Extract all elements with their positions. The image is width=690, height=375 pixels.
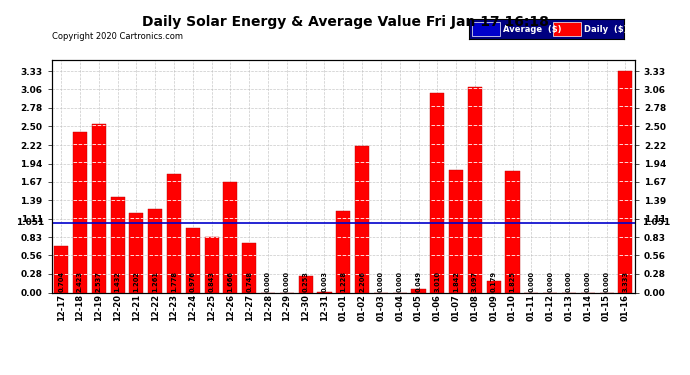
Text: 0.000: 0.000 xyxy=(547,271,553,292)
Bar xyxy=(54,246,68,292)
Text: 0.000: 0.000 xyxy=(284,271,290,292)
Bar xyxy=(73,132,87,292)
Text: 0.000: 0.000 xyxy=(265,271,271,292)
Text: Daily  ($): Daily ($) xyxy=(584,25,628,34)
Bar xyxy=(299,276,313,292)
Bar xyxy=(411,289,426,292)
Bar xyxy=(224,182,237,292)
Text: 1.666: 1.666 xyxy=(228,271,233,292)
Text: 3.333: 3.333 xyxy=(622,271,629,292)
Bar xyxy=(186,228,200,292)
Text: 1.825: 1.825 xyxy=(509,271,515,292)
Bar xyxy=(468,87,482,292)
Text: 0.704: 0.704 xyxy=(58,271,64,292)
Text: Daily Solar Energy & Average Value Fri Jan 17 16:18: Daily Solar Energy & Average Value Fri J… xyxy=(141,15,549,29)
Bar xyxy=(336,211,351,292)
Text: 0.000: 0.000 xyxy=(378,271,384,292)
Bar xyxy=(506,171,520,292)
Bar xyxy=(242,243,256,292)
Bar xyxy=(167,174,181,292)
Text: 0.179: 0.179 xyxy=(491,271,497,292)
Text: 2.206: 2.206 xyxy=(359,271,365,292)
Bar xyxy=(431,93,444,292)
Text: 1.778: 1.778 xyxy=(171,271,177,292)
Bar xyxy=(486,280,501,292)
Text: 2.537: 2.537 xyxy=(96,271,101,292)
Bar xyxy=(110,197,125,292)
Bar xyxy=(473,22,500,36)
Text: 0.843: 0.843 xyxy=(208,271,215,292)
Text: Average  ($): Average ($) xyxy=(504,25,562,34)
Bar xyxy=(449,170,463,292)
Text: 0.000: 0.000 xyxy=(585,271,591,292)
Bar xyxy=(92,124,106,292)
Text: 3.010: 3.010 xyxy=(434,271,440,292)
Text: 0.000: 0.000 xyxy=(397,271,403,292)
Bar xyxy=(204,237,219,292)
Text: 0.003: 0.003 xyxy=(322,271,328,292)
Text: 1.228: 1.228 xyxy=(340,271,346,292)
Text: 0.000: 0.000 xyxy=(529,271,534,292)
Bar xyxy=(129,213,144,292)
Bar xyxy=(553,22,581,36)
Text: 1.432: 1.432 xyxy=(115,271,121,292)
Bar xyxy=(618,71,633,292)
Text: 0.000: 0.000 xyxy=(604,271,609,292)
Text: 1.202: 1.202 xyxy=(133,271,139,292)
Text: 0.253: 0.253 xyxy=(303,271,308,292)
Bar xyxy=(148,209,162,292)
Text: 1.842: 1.842 xyxy=(453,271,459,292)
Text: 3.097: 3.097 xyxy=(472,271,478,292)
Bar xyxy=(355,146,369,292)
Text: 0.976: 0.976 xyxy=(190,271,196,292)
Text: 1.051: 1.051 xyxy=(16,218,44,227)
Text: 0.000: 0.000 xyxy=(566,271,572,292)
Text: 2.423: 2.423 xyxy=(77,271,83,292)
Text: 0.049: 0.049 xyxy=(415,271,422,292)
Text: Copyright 2020 Cartronics.com: Copyright 2020 Cartronics.com xyxy=(52,32,183,41)
Text: 1.051: 1.051 xyxy=(642,218,671,227)
Text: 0.748: 0.748 xyxy=(246,271,253,292)
Text: 1.261: 1.261 xyxy=(152,271,158,292)
